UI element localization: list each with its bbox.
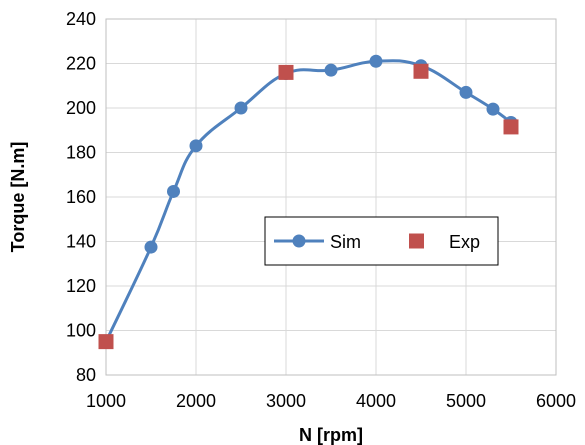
legend: Sim Exp	[264, 216, 499, 266]
sim-series-line	[104, 59, 512, 343]
sim-point	[324, 63, 338, 77]
series-layer	[98, 54, 519, 350]
legend-entry-sim: Sim	[330, 232, 361, 252]
y-tick-label: 100	[66, 321, 96, 341]
y-axis-title: Torque [N.m]	[8, 142, 28, 253]
y-tick-label: 120	[66, 276, 96, 296]
sim-point	[369, 54, 383, 68]
exp-point	[278, 64, 294, 80]
x-axis-title: N [rpm]	[299, 425, 363, 445]
y-tick-label: 80	[76, 365, 96, 385]
y-tick-label: 180	[66, 143, 96, 163]
exp-point	[503, 119, 519, 135]
y-tick-label: 220	[66, 54, 96, 74]
y-tick-label: 240	[66, 9, 96, 29]
y-tick-label: 200	[66, 98, 96, 118]
y-tick-label: 140	[66, 232, 96, 252]
y-tick-label: 160	[66, 187, 96, 207]
sim-point	[234, 101, 248, 115]
y-axis-tick-labels: 80 100 120 140 160 180 200 220 240	[66, 9, 96, 385]
plot-area-frame	[105, 18, 557, 376]
x-tick-label: 3000	[266, 391, 306, 411]
sim-point	[459, 85, 473, 99]
sim-point	[167, 184, 180, 198]
sim-point	[189, 139, 203, 153]
x-tick-label: 4000	[356, 391, 396, 411]
sim-point	[144, 240, 158, 254]
x-tick-label: 2000	[176, 391, 216, 411]
exp-point	[413, 63, 429, 79]
legend-sim-marker-swatch	[292, 234, 306, 248]
sim-point	[486, 102, 500, 116]
exp-point	[98, 334, 114, 350]
legend-entry-exp: Exp	[449, 232, 480, 252]
x-axis-tick-labels: 1000 2000 3000 4000 5000 6000	[86, 391, 576, 411]
x-tick-label: 1000	[86, 391, 126, 411]
x-tick-label: 5000	[446, 391, 486, 411]
x-tick-label: 6000	[536, 391, 576, 411]
legend-exp-marker-swatch	[409, 233, 424, 249]
